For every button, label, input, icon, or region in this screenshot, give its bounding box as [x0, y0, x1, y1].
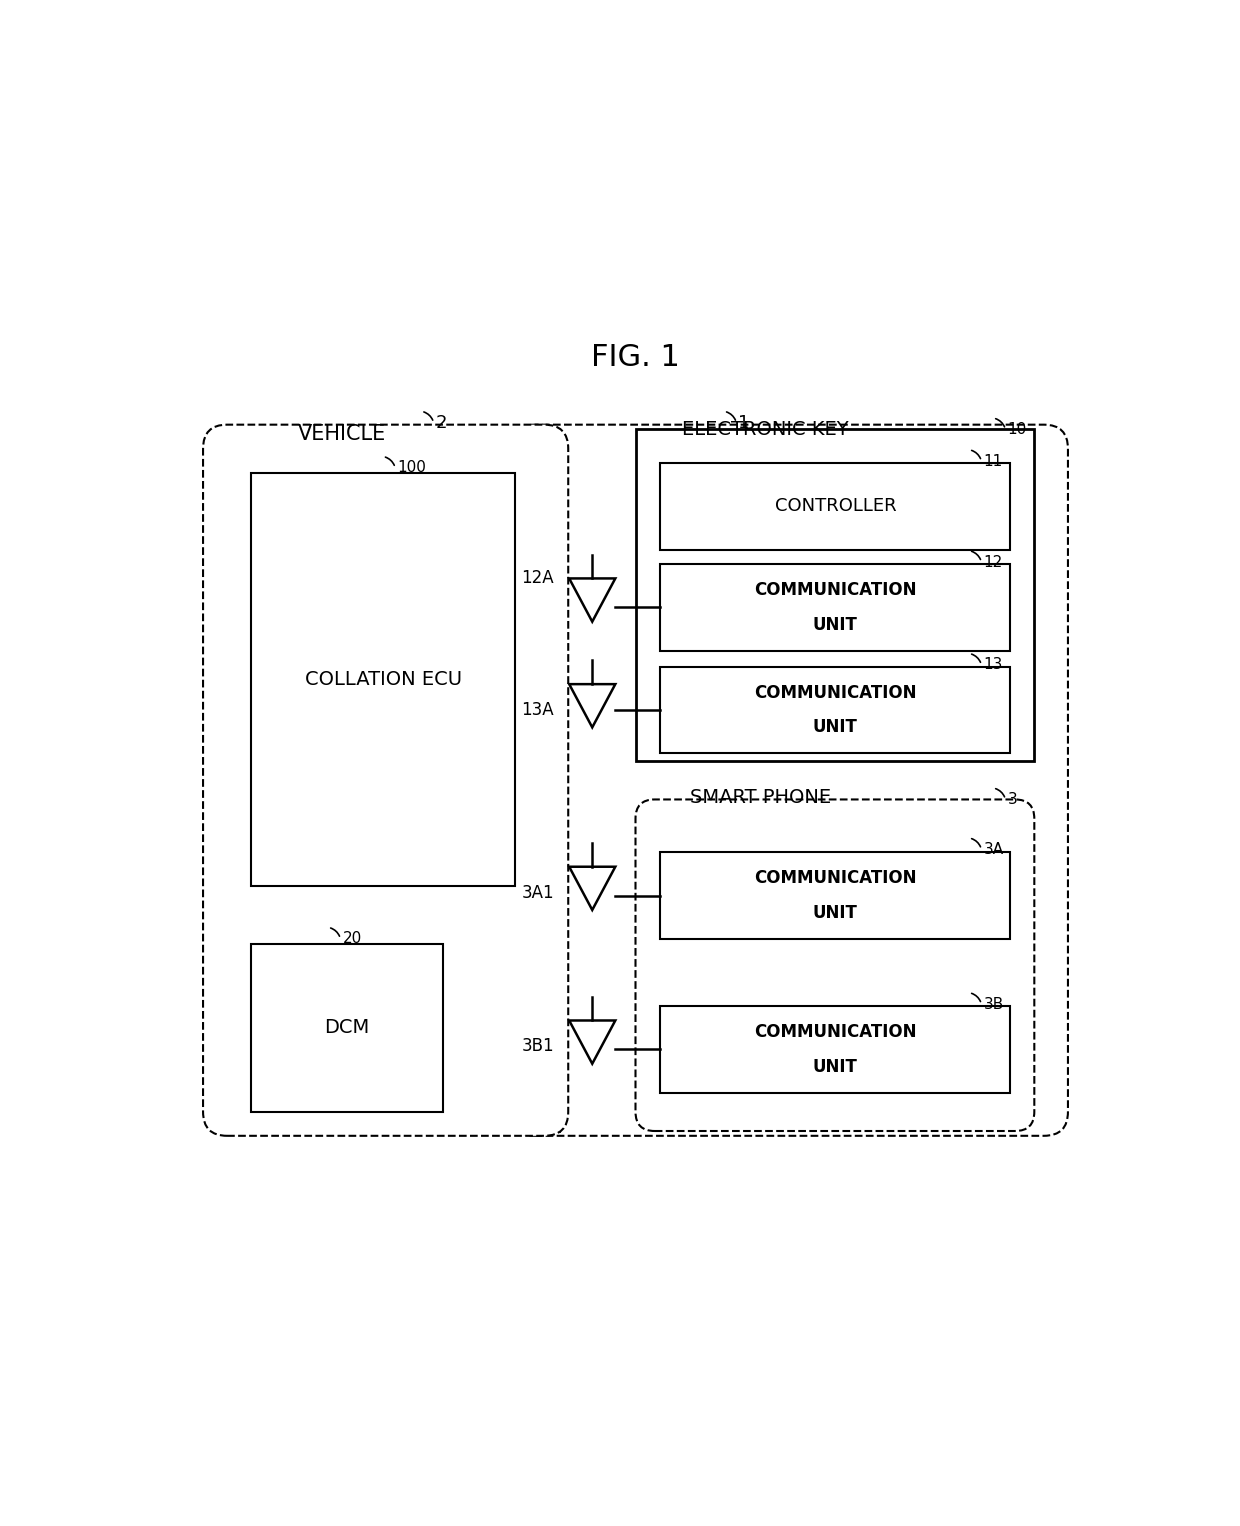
Text: UNIT: UNIT	[813, 719, 858, 737]
Text: 11: 11	[983, 453, 1003, 468]
Bar	[660, 667, 1011, 754]
Text: UNIT: UNIT	[813, 903, 858, 922]
Text: 3B1: 3B1	[521, 1038, 554, 1056]
Text: 10: 10	[1007, 423, 1027, 436]
Text: DCM: DCM	[325, 1018, 370, 1036]
FancyBboxPatch shape	[511, 424, 1068, 1135]
Text: 2: 2	[435, 414, 448, 432]
Bar	[250, 473, 516, 887]
Text: VEHICLE: VEHICLE	[299, 424, 387, 444]
Bar	[660, 853, 1011, 938]
Text: 3: 3	[1007, 792, 1017, 807]
Text: 12: 12	[983, 554, 1003, 569]
Text: COMMUNICATION: COMMUNICATION	[754, 1022, 916, 1041]
Text: 1: 1	[738, 414, 750, 432]
Text: UNIT: UNIT	[813, 1058, 858, 1076]
Text: ELECTRONIC KEY: ELECTRONIC KEY	[682, 420, 848, 439]
Text: COMMUNICATION: COMMUNICATION	[754, 581, 916, 600]
Text: COMMUNICATION: COMMUNICATION	[754, 870, 916, 887]
Text: 3A: 3A	[983, 842, 1003, 858]
Text: 100: 100	[397, 461, 427, 476]
Bar	[660, 565, 1011, 650]
Text: 12A: 12A	[521, 569, 554, 588]
Text: FIG. 1: FIG. 1	[591, 343, 680, 372]
Bar	[660, 1006, 1011, 1093]
Text: UNIT: UNIT	[813, 615, 858, 633]
Bar	[217, 429, 558, 1131]
Text: COLLATION ECU: COLLATION ECU	[305, 670, 463, 688]
Text: SMART PHONE: SMART PHONE	[689, 787, 831, 807]
Bar	[250, 943, 444, 1112]
Bar	[660, 462, 1011, 549]
Text: 3A1: 3A1	[521, 884, 554, 902]
FancyBboxPatch shape	[635, 800, 1034, 1131]
Text: COMMUNICATION: COMMUNICATION	[754, 684, 916, 702]
Text: 20: 20	[342, 931, 362, 946]
Text: CONTROLLER: CONTROLLER	[775, 497, 897, 516]
Text: 13A: 13A	[521, 700, 554, 719]
FancyBboxPatch shape	[203, 424, 568, 1135]
Bar	[635, 429, 1034, 761]
Text: 3B: 3B	[983, 996, 1003, 1012]
Text: 13: 13	[983, 658, 1003, 673]
